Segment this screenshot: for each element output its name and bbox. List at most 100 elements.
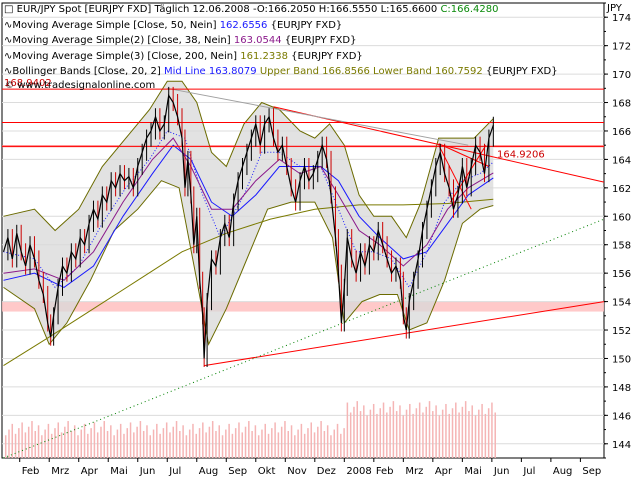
volume-bar [80,429,83,458]
volume-bar [126,428,129,458]
date-label: 12.06.2008 [192,4,250,15]
ma50-name: Moving Average Simple [Close, 50, Nein] [12,19,217,31]
volume-bar [192,423,194,458]
volume-bar [21,422,23,458]
x-tick-label: Apr [435,466,453,477]
x-tick-label: Mrz [405,466,423,477]
copyright-icon: © [5,81,14,91]
volume-bar [372,403,375,458]
ma38-value: 163.0544 [233,35,282,46]
x-tick-label: Dez [317,466,336,477]
volume-bar [340,433,342,458]
wave-icon: ∿ [4,50,13,62]
close-value: C:166.4280 [440,4,499,15]
volume-bar [231,433,234,458]
volume-bar [389,406,391,458]
volume-bar [234,428,237,458]
volume-bar [409,403,411,458]
volume-bar [211,421,214,458]
volume-bar [471,405,473,458]
volume-bar [261,429,263,458]
volume-bar [47,423,50,458]
y-tick-label: 156 [612,269,631,280]
volume-bar [422,412,424,458]
volume-bar [369,409,372,458]
bb-lower-label: Lower Band [373,66,432,77]
y-tick-label: 146 [612,411,631,422]
volume-bar [484,413,487,458]
volume-bar [110,425,112,458]
bb-upper-label: Upper Band [259,66,319,77]
volume-bar [90,428,92,458]
volume-bar [159,433,161,458]
legend-ma38: ∿Moving Average Simple(2) [Close, 38, Ne… [4,33,558,49]
open-value: O:166.2050 [256,4,316,15]
ohlc-sep: - [252,4,257,15]
x-tick-label: Okt [258,466,276,477]
volume-bar [464,401,467,458]
volume-bar [83,423,86,458]
volume-bar [119,423,122,458]
x-tick-label: Sep [582,466,601,477]
volume-bar [307,428,309,458]
y-tick-label: 170 [612,70,631,81]
y-tick-label: 144 [612,440,631,451]
volume-bar [382,402,385,458]
bb-mid-label: Mid Line [163,66,206,77]
volume-bar [248,421,250,458]
x-tick-label: Jun [493,466,510,477]
volume-bar [149,435,152,458]
volume-bar [376,413,378,458]
bb-name: Bollinger Bands [Close, 20, 2] [12,66,161,77]
volume-bar [37,425,40,458]
bollinger-fill [3,81,494,345]
volume-bar [54,428,56,458]
bb-lower-value: 160.7592 [435,66,483,77]
volume-bar [129,422,132,458]
volume-bar [451,408,454,458]
support-zone [2,301,604,312]
grey-trend [167,87,469,146]
support-trend [204,301,605,367]
volume-bar [455,402,457,458]
volume-bar [395,411,398,458]
bb-suffix: {EURJPY FXD} [485,66,558,77]
x-tick-label: Mrz [51,466,69,477]
legend: □ EUR/JPY Spot [EURJPY FXD] Täglich 12.0… [4,2,558,80]
volume-bar [297,429,299,458]
volume-bar [113,435,115,458]
volume-bar [271,428,273,458]
volume-bar [277,432,280,458]
volume-bar [481,403,483,458]
volume-bar [267,433,270,458]
volume-bar [87,433,89,458]
x-tick-label: Jul [522,466,535,477]
wave-icon: ∿ [4,66,13,77]
channel-top [438,143,490,167]
volume-bar [96,432,99,458]
volume-bar [366,415,368,458]
volume-bar [320,421,322,458]
volume-bar [280,426,283,458]
volume-bar [179,430,181,458]
y-tick-label: 158 [612,241,631,252]
volume-bar [169,432,171,458]
volume-bar [405,409,408,458]
volume-bar [133,432,135,458]
volume-bar [208,426,211,458]
volume-bar [93,422,96,458]
volume-bar [264,423,266,458]
volume-bar [300,423,303,458]
volume-bar [156,423,158,458]
legend-header: □ EUR/JPY Spot [EURJPY FXD] Täglich 12.0… [4,2,558,18]
volume-bar [402,415,404,458]
bb-mid-value: 163.8079 [208,66,257,77]
volume-bar [461,406,464,458]
chart-box-icon: □ [4,4,14,15]
bollinger-lower-line [3,180,494,346]
legend-bollinger: ∿Bollinger Bands [Close, 20, 2] Mid Line… [4,64,558,80]
volume-bar [474,415,477,458]
volume-bar [468,411,470,458]
